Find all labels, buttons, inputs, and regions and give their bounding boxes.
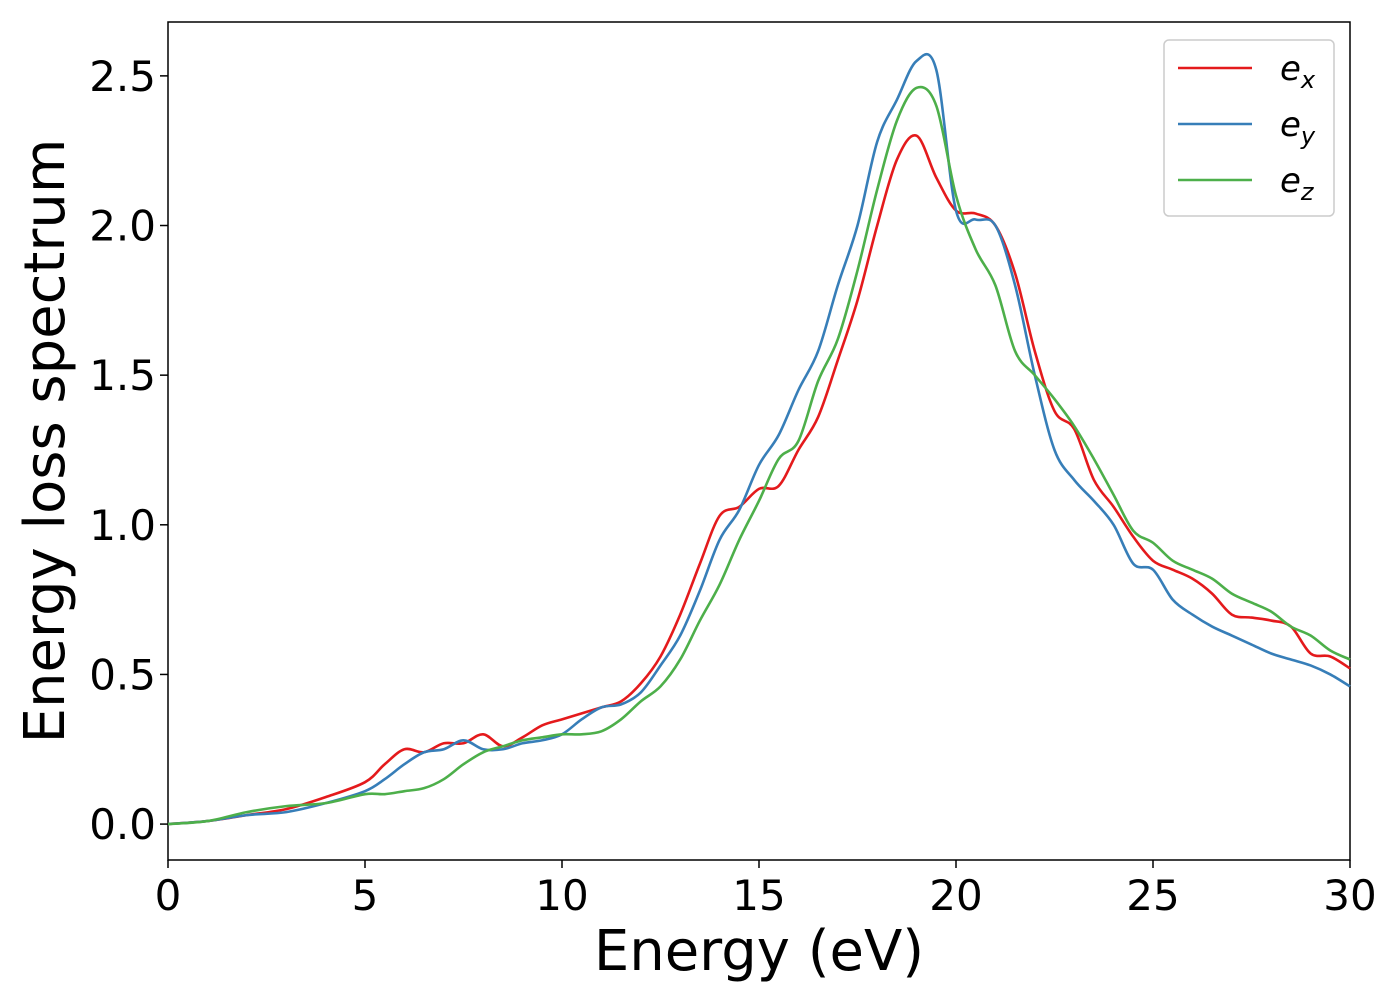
y-axis-title: Energy loss spectrum xyxy=(13,139,78,744)
x-axis-title: Energy (eV) xyxy=(594,919,924,984)
y-tick-label: 1.5 xyxy=(89,351,156,400)
y-tick-label: 2.5 xyxy=(89,52,156,101)
y-tick-label: 0.0 xyxy=(89,800,156,849)
y-tick-label: 2.0 xyxy=(89,202,156,251)
series-lines xyxy=(167,52,1351,826)
y-tick-label: 0.5 xyxy=(89,650,156,699)
x-tick-label: 30 xyxy=(1323,871,1376,920)
x-tick-label: 20 xyxy=(929,871,982,920)
y-tick-label: 1.0 xyxy=(89,501,156,550)
series-line-e-x xyxy=(167,134,1351,826)
y-axis-ticks: 0.0 0.5 1.0 1.5 2.0 2.5 xyxy=(89,52,168,849)
legend-label-e-x: ex xyxy=(1280,49,1316,94)
legend-label-e-z: ez xyxy=(1280,161,1315,206)
x-tick-label: 5 xyxy=(352,871,379,920)
legend-box xyxy=(1163,39,1335,217)
x-tick-label: 25 xyxy=(1126,871,1179,920)
legend-label-e-y: ey xyxy=(1280,105,1316,150)
x-tick-label: 0 xyxy=(155,871,182,920)
x-tick-label: 10 xyxy=(535,871,588,920)
legend: ex ey ez xyxy=(1163,39,1335,217)
series-line-e-y xyxy=(167,52,1351,826)
x-axis-ticks: 0 5 10 15 20 25 30 xyxy=(155,860,1377,920)
x-tick-label: 15 xyxy=(732,871,785,920)
series-line-e-z xyxy=(167,85,1351,826)
